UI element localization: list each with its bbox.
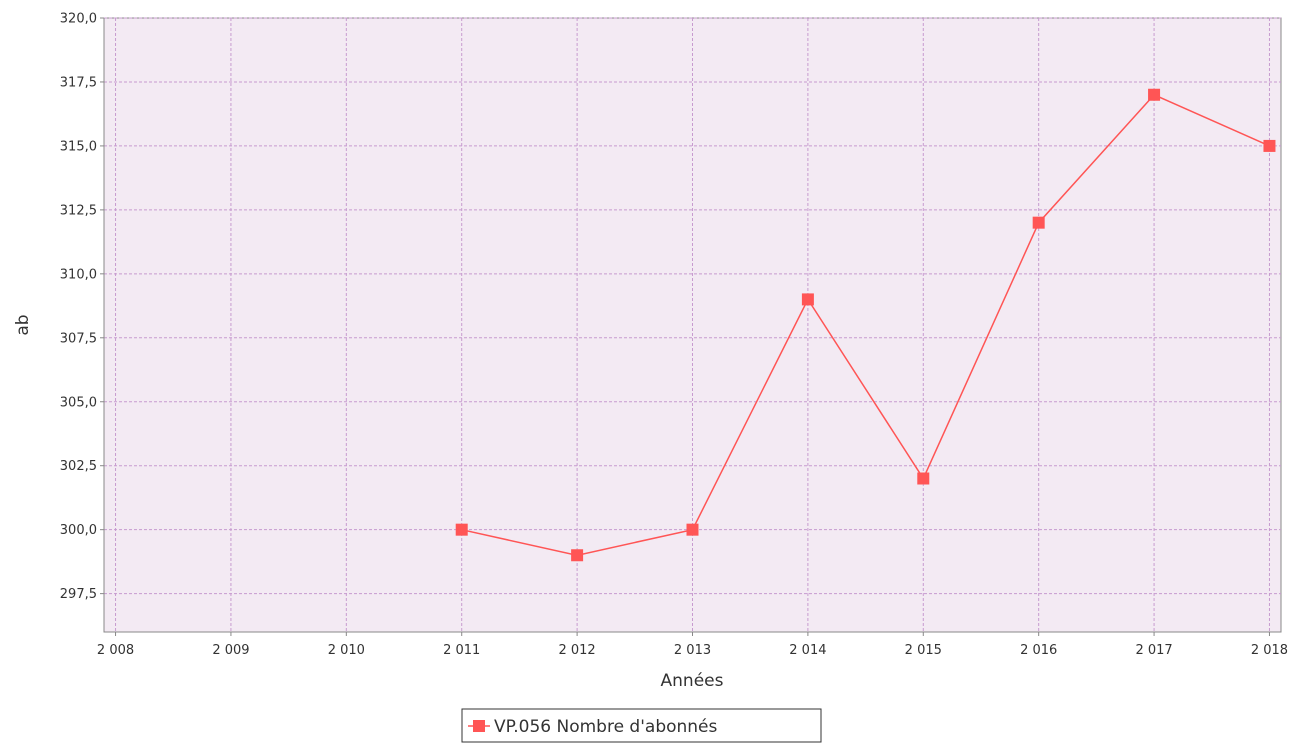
data-point-marker — [455, 523, 468, 536]
x-tick-label: 2 012 — [558, 643, 595, 658]
y-tick-label: 317,5 — [60, 75, 97, 90]
x-tick-label: 2 013 — [674, 643, 711, 658]
data-point-marker — [571, 549, 584, 562]
y-tick-label: 300,0 — [60, 523, 97, 538]
data-point-marker — [801, 293, 814, 306]
y-axis-ticks: 297,5 300,0 302,5 305,0 307,5 310,0 312,5 315,0… — [60, 12, 104, 602]
y-tick-label: 315,0 — [60, 139, 97, 154]
x-tick-label: 2 014 — [789, 643, 826, 658]
x-tick-label: 2 009 — [212, 643, 249, 658]
x-axis-ticks: 2 008 2 009 2 010 2 011 2 012 2 013 2 014 2 015… — [97, 632, 1288, 658]
x-tick-label: 2 016 — [1020, 643, 1057, 658]
data-point-marker — [1148, 88, 1161, 101]
legend: VP.056 Nombre d'abonnés — [461, 708, 822, 743]
data-point-marker — [917, 472, 930, 485]
legend-marker-swatch — [473, 720, 485, 732]
x-tick-label: 2 011 — [443, 643, 480, 658]
data-point-marker — [1032, 216, 1045, 229]
y-tick-label: 310,0 — [60, 267, 97, 282]
legend-label: VP.056 Nombre d'abonnés — [494, 717, 718, 737]
y-tick-label: 307,5 — [60, 331, 97, 346]
legend-box — [461, 708, 822, 743]
x-tick-label: 2 010 — [328, 643, 365, 658]
grid-lines — [104, 17, 1281, 632]
x-tick-label: 2 017 — [1135, 643, 1172, 658]
y-axis-title: ab — [13, 314, 33, 335]
y-tick-label: 302,5 — [60, 459, 97, 474]
y-tick-label: 297,5 — [60, 587, 97, 602]
x-tick-label: 2 015 — [905, 643, 942, 658]
x-tick-label: 2 018 — [1251, 643, 1288, 658]
data-point-marker — [1263, 139, 1276, 152]
x-tick-label: 2 008 — [97, 643, 134, 658]
series-group — [455, 88, 1276, 562]
y-tick-label: 320,0 — [60, 12, 97, 27]
data-point-marker — [686, 523, 699, 536]
y-tick-label: 305,0 — [60, 395, 97, 410]
series-line — [461, 93, 1270, 557]
y-tick-label: 312,5 — [60, 203, 97, 218]
x-axis-title: Années — [661, 671, 724, 691]
